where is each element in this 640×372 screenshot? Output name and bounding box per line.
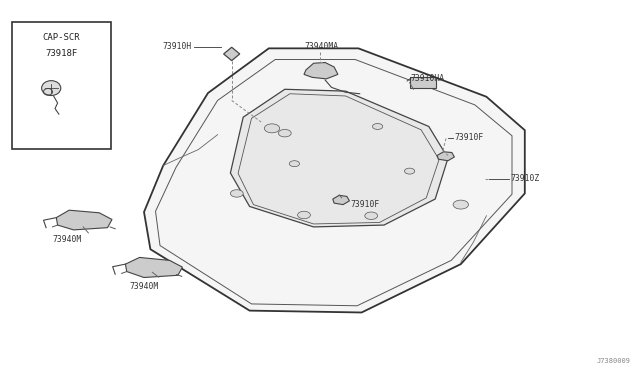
Polygon shape [304,62,338,79]
Text: 73918F: 73918F [45,49,77,58]
Text: J7380009: J7380009 [596,358,630,364]
Text: CAP-SCR: CAP-SCR [42,33,80,42]
Text: 73940M: 73940M [129,282,159,291]
Polygon shape [333,195,349,205]
Polygon shape [223,47,240,61]
Text: 73910H: 73910H [163,42,192,51]
Circle shape [372,124,383,129]
Circle shape [278,129,291,137]
Text: 73940MA: 73940MA [304,42,338,51]
Polygon shape [410,77,436,88]
Circle shape [404,168,415,174]
Text: 73910HA: 73910HA [411,74,445,83]
Text: 73910Z: 73910Z [510,174,540,183]
Polygon shape [125,257,182,278]
Text: 73910F: 73910F [351,200,380,209]
Text: 73910F: 73910F [454,133,484,142]
Polygon shape [437,152,454,161]
Bar [12,22,111,149]
Polygon shape [230,89,448,227]
Polygon shape [56,210,112,230]
Circle shape [453,200,468,209]
Text: 73940M: 73940M [52,235,82,244]
Circle shape [289,161,300,167]
Circle shape [298,211,310,219]
Ellipse shape [42,81,61,96]
Circle shape [365,212,378,219]
Circle shape [230,190,243,197]
Circle shape [264,124,280,133]
Polygon shape [144,48,525,312]
